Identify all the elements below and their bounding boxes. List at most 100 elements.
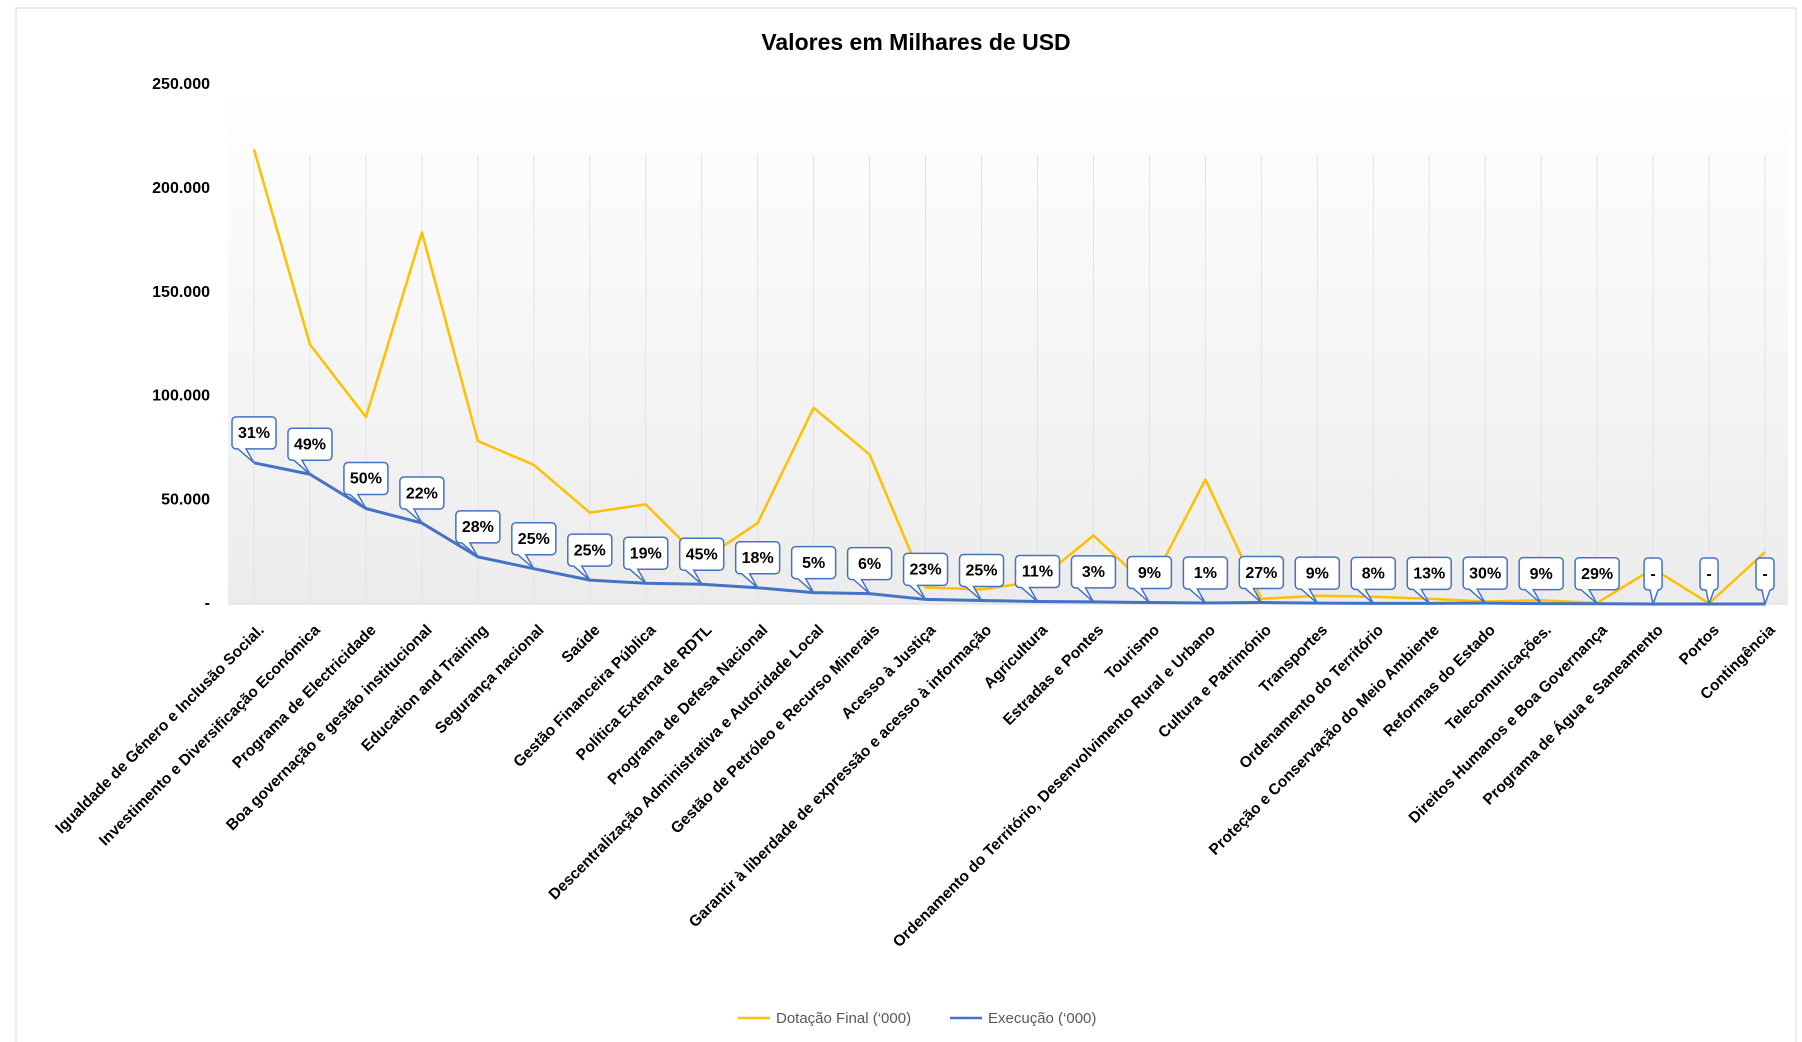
callout: -	[1755, 557, 1775, 607]
callout-box	[343, 461, 389, 510]
callout: 29%	[1574, 556, 1620, 605]
callout-box	[958, 553, 1005, 602]
x-tick-label: Igualdade de Género e Inclusão Social.	[52, 622, 267, 837]
callout: 3%	[1070, 555, 1117, 603]
x-tick-label: Segurança nacional	[432, 622, 548, 738]
callout-label: 18%	[742, 550, 774, 567]
callout-box	[902, 552, 949, 600]
callout-label: 9%	[1306, 565, 1329, 582]
legend-label: Dotação Final (‘000)	[776, 1010, 911, 1027]
callout-box	[455, 510, 501, 558]
callout-label: 9%	[1138, 565, 1161, 582]
callout-label: 13%	[1413, 566, 1445, 583]
callout-box	[1070, 555, 1117, 603]
callout: 31%	[231, 416, 277, 464]
x-tick-label: Boa governação e gestão institucional	[223, 622, 435, 834]
y-tick-label: 100.000	[152, 388, 210, 405]
callout-box	[678, 537, 725, 585]
callout-label: -	[1650, 566, 1655, 583]
x-tick-label: Direitos Humanos e Boa Governança	[1406, 621, 1611, 826]
callout-label: 1%	[1194, 565, 1217, 582]
callout-box	[1574, 556, 1620, 605]
callout-box	[1406, 556, 1452, 604]
callout-box	[511, 521, 557, 570]
callout-box	[846, 546, 893, 595]
callout-label: 25%	[518, 531, 550, 548]
x-tick-label: Investimento e Diversificação Económica	[96, 621, 324, 849]
x-tick-label: Telecomunicações.	[1443, 622, 1555, 734]
x-tick-label: Gestão de Petróleo e Recurso Minerais	[668, 622, 883, 837]
callout: 19%	[622, 536, 669, 584]
callout-label: 19%	[630, 545, 662, 562]
callout-label: 11%	[1022, 564, 1053, 581]
callout-label: 5%	[802, 555, 825, 572]
callout: 25%	[511, 521, 557, 570]
callout: 9%	[1518, 556, 1564, 605]
callout: 25%	[958, 553, 1005, 602]
x-tick-label: Estradas e Pontes	[1000, 622, 1107, 729]
y-tick-label: 200.000	[152, 180, 210, 197]
callout: 9%	[1294, 556, 1341, 604]
x-tick-label: Reformas do Estado	[1380, 622, 1499, 741]
callout-label: 28%	[462, 519, 494, 536]
callout-box	[1238, 555, 1285, 604]
callout-label: 8%	[1362, 566, 1385, 583]
callout-label: 50%	[350, 471, 382, 488]
callout: 11%	[1014, 554, 1061, 603]
callout-box	[287, 427, 333, 475]
callout: 45%	[678, 537, 725, 585]
callout-box	[1518, 556, 1564, 605]
callout-box	[790, 545, 837, 594]
callout-box	[1182, 556, 1229, 604]
callout: -	[1643, 557, 1663, 607]
y-tick-label: 150.000	[152, 284, 210, 301]
callout-box	[1755, 557, 1775, 607]
series-line	[253, 461, 1765, 606]
callout: -	[1699, 557, 1719, 607]
callout-box	[1126, 555, 1173, 604]
callout-label: 3%	[1082, 564, 1105, 581]
callout-box	[399, 476, 445, 524]
callout: 28%	[455, 510, 501, 558]
callout: 50%	[343, 461, 389, 510]
callout-label: 30%	[1469, 565, 1501, 582]
x-tick-label: Saúde	[559, 621, 604, 666]
callout-label: -	[1762, 566, 1767, 583]
callout-box	[231, 416, 277, 464]
callout: 6%	[846, 546, 893, 595]
callout-label: 25%	[574, 542, 606, 559]
callout: 13%	[1406, 556, 1452, 604]
callout-label: 22%	[406, 485, 438, 502]
callout: 27%	[1238, 555, 1285, 604]
x-tick-label: Acesso à Justiça	[838, 621, 939, 722]
callout: 1%	[1182, 556, 1229, 604]
callout-box	[567, 533, 613, 581]
chart-title: Valores em Milhares de USD	[761, 29, 1070, 55]
y-tick-label: 50.000	[161, 491, 210, 508]
callout: 49%	[287, 427, 333, 475]
callout-label: 6%	[858, 556, 881, 573]
callout-label: 31%	[238, 425, 270, 442]
callout: 9%	[1126, 555, 1173, 604]
callout: 23%	[902, 552, 949, 600]
callout-label: -	[1706, 566, 1711, 583]
callout-box	[1462, 556, 1508, 604]
callout: 5%	[790, 545, 837, 594]
callout-label: 25%	[966, 563, 998, 580]
y-tick-label: 250.000	[152, 76, 210, 93]
callout-label: 45%	[686, 546, 718, 563]
x-tick-label: Cultura e Património	[1155, 622, 1275, 742]
chart-border	[15, 7, 1797, 1042]
callout-label: 49%	[294, 436, 326, 453]
x-tick-label: Descentralização Administrativa e Autori…	[546, 622, 828, 904]
callout: 18%	[734, 541, 781, 589]
legend-label: Execução (‘000)	[988, 1010, 1096, 1027]
callout-box	[1294, 556, 1341, 604]
callout-label: 29%	[1581, 566, 1613, 583]
callout-box	[1699, 557, 1719, 607]
callout: 8%	[1350, 556, 1397, 604]
x-tick-label: Portos	[1676, 622, 1723, 669]
callout: 22%	[399, 476, 445, 524]
callout-box	[1014, 554, 1061, 603]
